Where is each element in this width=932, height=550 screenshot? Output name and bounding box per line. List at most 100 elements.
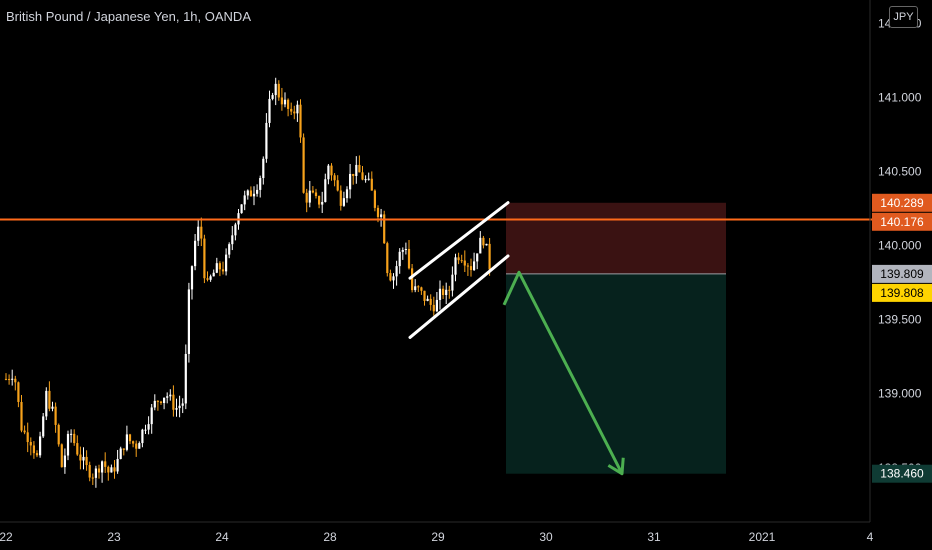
candle-body: [187, 289, 190, 354]
candle-body: [330, 165, 333, 176]
candle-body: [156, 400, 159, 402]
candle-body: [166, 396, 169, 398]
price-tags: 140.289 140.176 139.809 139.808 138.460: [872, 193, 932, 483]
candle-body: [339, 190, 342, 206]
candle-body: [243, 195, 246, 205]
candle-body: [268, 98, 271, 123]
candle-body: [386, 243, 389, 274]
candle-body: [407, 248, 411, 269]
time-axis[interactable]: 22 23 24 28 29 30 31 2021 4: [0, 530, 874, 544]
candle-body: [175, 408, 178, 410]
time-tick-label: 30: [539, 530, 553, 544]
candle-body: [82, 456, 85, 461]
candle-body: [411, 268, 414, 291]
currency-button[interactable]: JPY: [889, 6, 918, 28]
chart-title: British Pound / Japanese Yen, 1h, OANDA: [6, 9, 251, 24]
candle-body: [392, 276, 395, 281]
candle-body: [488, 243, 491, 270]
candle-body: [113, 467, 116, 472]
take-profit-zone[interactable]: [506, 273, 726, 474]
candle-body: [349, 173, 352, 190]
candle-body: [240, 204, 243, 214]
candle-body: [54, 406, 57, 425]
candle-body: [333, 175, 336, 181]
candle-body: [184, 353, 187, 404]
candle-body: [432, 304, 435, 312]
stop-loss-zone[interactable]: [506, 202, 726, 274]
candle-body: [361, 172, 364, 180]
candle-body: [482, 237, 485, 246]
candle-body: [364, 179, 367, 181]
candle-body: [345, 189, 349, 199]
candle-body: [445, 289, 448, 296]
candle-body: [398, 251, 401, 267]
time-tick-label: 23: [107, 530, 121, 544]
candle-body: [209, 276, 212, 280]
candle-body: [246, 190, 249, 196]
candle-body: [383, 214, 386, 244]
candle-body: [57, 424, 60, 445]
candle-body: [367, 178, 370, 180]
price-tag: [872, 264, 932, 283]
price-tag-label: 138.460: [880, 467, 924, 481]
candle-body: [144, 429, 147, 431]
candle-body: [321, 201, 324, 205]
candle-body: [274, 83, 277, 96]
candle-body: [417, 286, 420, 288]
candle-body: [380, 214, 383, 217]
candle-body: [283, 99, 287, 105]
candle-body: [358, 164, 361, 173]
candle-body: [370, 178, 373, 191]
candle-body: [479, 237, 482, 254]
candle-body: [485, 243, 488, 246]
candle-body: [14, 378, 17, 383]
position-tool[interactable]: [506, 202, 726, 474]
price-tag: [872, 212, 932, 231]
channel-lower-line[interactable]: [408, 254, 510, 339]
candle-body: [73, 433, 76, 444]
candle-body: [473, 261, 476, 271]
candle-body: [48, 390, 51, 409]
candle-body: [178, 405, 181, 409]
candle-body: [66, 433, 70, 456]
candle-body: [125, 434, 128, 450]
candle-body: [147, 424, 150, 430]
candle-body: [128, 434, 132, 442]
candle-body: [122, 448, 125, 450]
candle-body: [97, 468, 101, 473]
time-tick-label: 24: [215, 530, 229, 544]
candle-body: [373, 190, 376, 208]
candle-body: [79, 454, 82, 461]
candle-body: [442, 288, 445, 296]
channel-upper-line[interactable]: [408, 201, 510, 280]
candle-body: [228, 244, 231, 255]
candle-body: [302, 137, 305, 193]
candle-body: [438, 288, 442, 300]
price-tag-label: 140.176: [880, 215, 924, 229]
candle-body: [252, 193, 256, 197]
candle-body: [376, 207, 380, 217]
candle-body: [225, 254, 228, 272]
projection-arrow[interactable]: [502, 270, 625, 476]
candle-body: [476, 253, 479, 262]
candle-body: [280, 97, 283, 105]
candle-body: [215, 263, 218, 273]
candle-body: [35, 453, 39, 456]
candle-body: [327, 165, 330, 180]
candle-body: [435, 299, 438, 312]
candle-body: [336, 180, 339, 191]
time-tick-label: 28: [323, 530, 337, 544]
candle-body: [197, 226, 200, 241]
candle-body: [132, 441, 135, 444]
arrow-path[interactable]: [502, 270, 624, 475]
price-tag: [872, 283, 932, 302]
candle-body: [426, 298, 429, 301]
candle-body: [20, 401, 23, 431]
candle-body: [299, 104, 302, 138]
price-tag: [872, 464, 932, 483]
candle-body: [159, 401, 163, 403]
price-tag: [872, 193, 932, 212]
candle-body: [389, 273, 392, 281]
parallel-channel[interactable]: [408, 201, 510, 339]
